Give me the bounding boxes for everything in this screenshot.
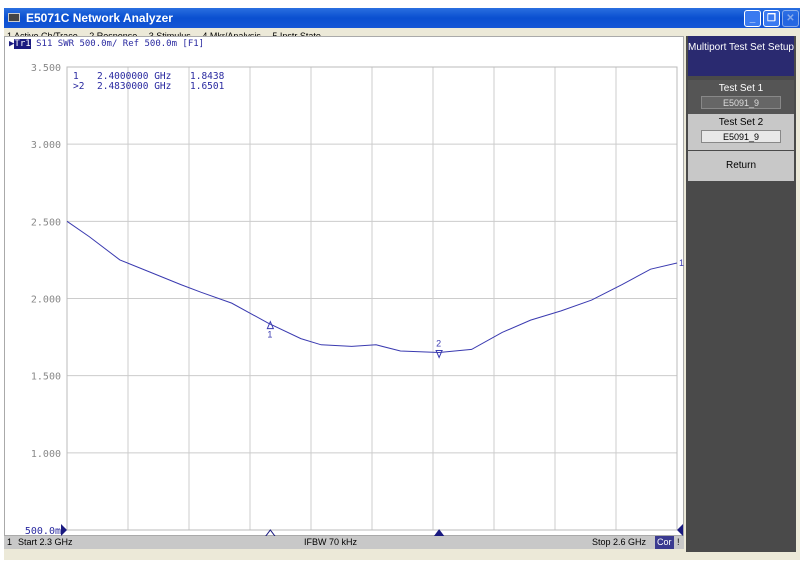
close-button[interactable]: ✕: [782, 10, 799, 27]
y-tick-label: 1.000: [31, 449, 61, 460]
restore-button[interactable]: ❐: [763, 10, 780, 27]
marker-readout-freq: 2.4830000 GHz: [97, 81, 171, 92]
trace-header[interactable]: ▶Tr1 S11 SWR 500.0m/ Ref 500.0m [F1]: [9, 39, 205, 49]
marker-2-stimulus-icon: [433, 529, 445, 537]
y-tick-label: 3.500: [31, 63, 61, 74]
y-tick-label: 500.0m: [25, 526, 61, 537]
swr-chart: 3.5003.0002.5002.0001.5001.000500.0m112 …: [25, 63, 684, 537]
marker-readout-value: 1.6501: [190, 81, 225, 92]
marker-1-label: 1: [267, 330, 272, 340]
marker-1-stimulus-icon: [264, 529, 277, 537]
status-bar: 1 Start 2.3 GHz IFBW 70 kHz Stop 2.6 GHz…: [4, 536, 684, 549]
marker-readout-value: 1.8438: [190, 71, 225, 82]
marker-2-label: 2: [436, 339, 441, 349]
trace-settings: S11 SWR 500.0m/ Ref 500.0m [F1]: [36, 39, 205, 49]
softkey-title: Multiport Test Set Setup: [688, 36, 794, 76]
marker-2-icon: [435, 350, 443, 359]
marker-1-icon: [266, 320, 275, 330]
trace-id: Tr1: [14, 39, 31, 49]
test-set-2-button[interactable]: Test Set 2 E5091_9: [688, 114, 794, 150]
test-set-2-value: E5091_9: [701, 130, 781, 143]
marker-readout-label: >2: [73, 81, 84, 92]
ref-right-arrow: [677, 524, 683, 536]
ref-left-arrow: [61, 524, 67, 536]
plot-area[interactable]: 3.500 3.000 2.500 2.000 1.500 1.000 500.0m 1 1 2 …: [4, 36, 684, 537]
status-flag: !: [677, 537, 680, 547]
y-tick-label: 3.000: [31, 140, 61, 151]
test-set-1-label: Test Set 1: [718, 83, 764, 94]
app-icon: [8, 13, 20, 22]
marker-readout-freq: 2.4000000 GHz: [97, 71, 171, 82]
title-bar: E5071C Network Analyzer _ ❐ ✕: [4, 8, 800, 28]
test-set-2-label: Test Set 2: [718, 117, 764, 128]
test-set-1-value: E5091_9: [701, 96, 781, 109]
start-frequency[interactable]: Start 2.3 GHz: [18, 537, 73, 547]
trace-line: [66, 220, 678, 354]
ifbw[interactable]: IFBW 70 kHz: [304, 537, 358, 547]
channel-number: 1: [7, 537, 13, 547]
y-tick-label: 2.500: [31, 217, 61, 228]
plot-border: [66, 66, 678, 531]
test-set-1-button[interactable]: Test Set 1 E5091_9: [688, 80, 794, 116]
y-tick-label: 1.500: [31, 372, 61, 383]
softkey-panel: Multiport Test Set Setup Test Set 1 E509…: [686, 36, 796, 552]
correction-badge: Cor: [655, 536, 674, 549]
stop-frequency[interactable]: Stop 2.6 GHz: [592, 537, 647, 547]
trace-end-label: 1: [679, 258, 684, 268]
minimize-button[interactable]: _: [744, 10, 761, 27]
marker-readout-label: 1: [73, 71, 79, 82]
window-title: E5071C Network Analyzer: [26, 11, 173, 25]
return-button[interactable]: Return: [688, 151, 794, 181]
y-tick-label: 2.000: [31, 295, 61, 306]
